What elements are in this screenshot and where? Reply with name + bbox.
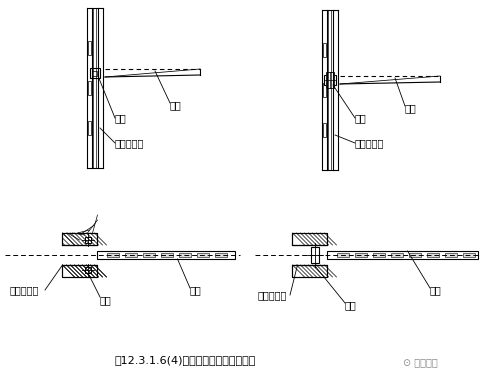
Bar [463,253,474,257]
Bar [323,75,335,85]
Bar [337,253,349,257]
Text: 螺栓: 螺栓 [115,113,126,123]
Bar [373,253,385,257]
Text: 托臂: 托臂 [429,285,441,295]
Bar [92,71,97,76]
Bar [426,253,439,257]
Bar [327,251,477,259]
Text: 托臂: 托臂 [170,100,182,110]
Bar [143,253,155,257]
Bar [107,253,119,257]
Bar [88,121,91,135]
Bar [88,41,91,55]
Bar [355,253,367,257]
Bar [62,233,97,245]
Text: 工字钢立柱: 工字钢立柱 [10,285,39,295]
Bar [292,265,327,277]
Bar [322,43,325,57]
Text: ⊙ 电工之家: ⊙ 电工之家 [402,357,437,367]
Bar [325,72,333,88]
Text: 工字钢立柱: 工字钢立柱 [354,138,384,148]
Bar [62,265,97,277]
Bar [310,247,318,263]
Bar [179,253,191,257]
Bar [391,253,403,257]
Text: 图12.3.1.6(4)托臂在工字钢立柱上安装: 图12.3.1.6(4)托臂在工字钢立柱上安装 [114,355,255,365]
Bar [322,123,325,137]
Bar [62,233,97,245]
Text: 托臂: 托臂 [404,103,416,113]
Bar [161,253,173,257]
Bar [292,265,327,277]
Bar [85,267,91,273]
Bar [292,233,327,245]
Text: 螺栓: 螺栓 [354,113,366,123]
Text: 螺栓: 螺栓 [344,300,356,310]
Bar [90,68,100,78]
Bar [445,253,456,257]
Bar [62,265,97,277]
Text: 螺栓: 螺栓 [100,295,111,305]
Bar [408,253,421,257]
Bar [322,83,325,97]
Bar [88,81,91,95]
Bar [215,253,227,257]
Text: 工字钢立柱: 工字钢立柱 [257,290,287,300]
Bar [85,237,91,243]
Bar [197,253,209,257]
Bar [97,251,235,259]
Bar [125,253,137,257]
Text: 工字钢立柱: 工字钢立柱 [115,138,144,148]
Bar [292,233,327,245]
Text: 托臂: 托臂 [190,285,201,295]
